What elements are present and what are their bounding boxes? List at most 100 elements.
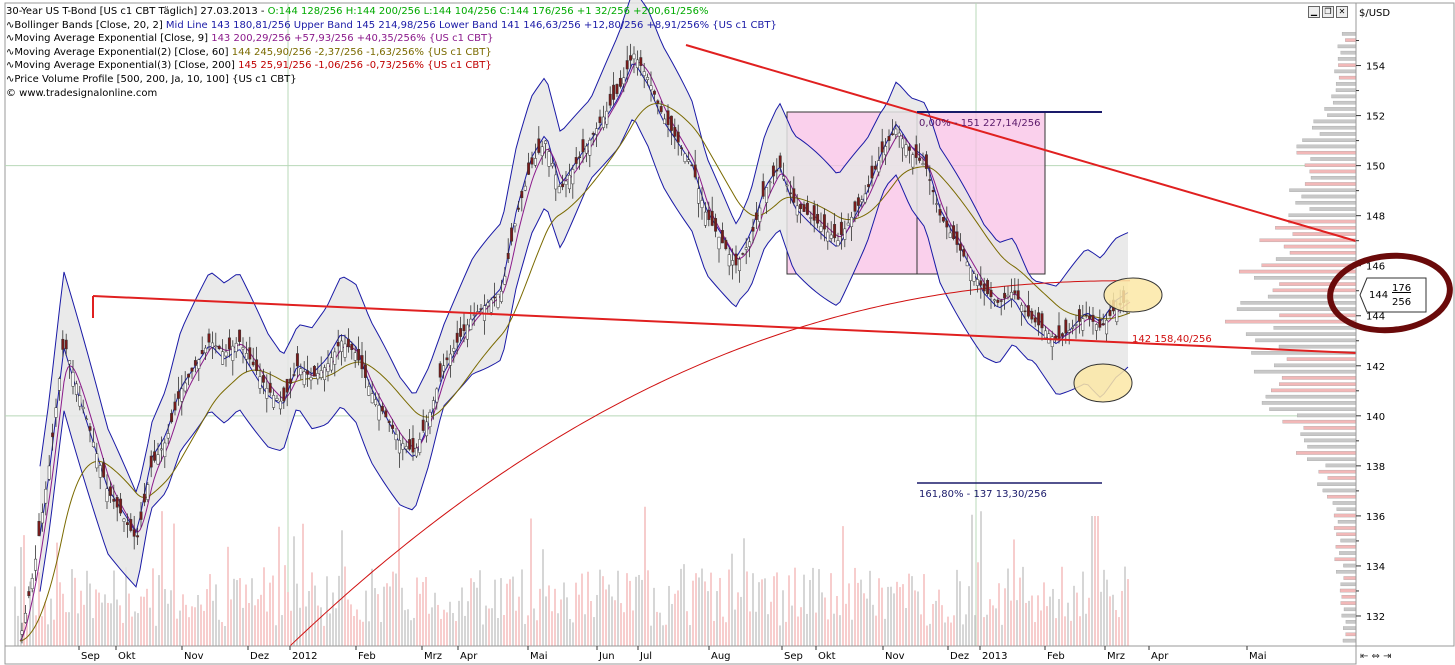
candle-body [455, 332, 459, 343]
candle-body [115, 497, 119, 508]
volume-profile-bar [1259, 238, 1357, 243]
candle-body [625, 60, 629, 70]
candle-body [1040, 313, 1044, 329]
x-tick-label: Okt [818, 651, 836, 662]
candle-body [877, 160, 881, 173]
candle-body [540, 146, 544, 157]
candle-body [1043, 330, 1047, 339]
candle-body [768, 181, 772, 184]
candle-body [588, 140, 592, 156]
candle-body [856, 197, 860, 206]
candle-body [557, 186, 561, 194]
volume-profile-bar [1340, 538, 1357, 543]
legend-ema60[interactable]: ∿Moving Average Exponential(2) [Close, 6… [6, 46, 492, 58]
candle-body [622, 77, 626, 85]
legend-bollinger[interactable]: ∿Bollinger Bands [Close, 20, 2] Mid Line… [6, 19, 777, 31]
candle-body [156, 454, 160, 465]
volume-profile-bar [1340, 601, 1357, 605]
candle-body [129, 519, 133, 531]
candle-body [785, 184, 789, 187]
candle-body [724, 239, 728, 250]
candle-body [816, 214, 820, 224]
x-tick-label: Dez [250, 651, 269, 662]
candle-body [136, 535, 140, 538]
volume-profile-bar [1240, 301, 1357, 305]
candle-body [278, 400, 282, 410]
candle-body [125, 522, 129, 525]
x-tick-label: Mrz [424, 651, 442, 662]
candle-body [707, 209, 711, 220]
bollinger-values: Mid Line 143 180,81/256 Upper Band 145 2… [165, 19, 777, 31]
restore-icon[interactable]: ❐ [1322, 6, 1334, 18]
candle-body [880, 141, 884, 153]
candle-body [350, 344, 354, 350]
y-tick-label: 146 [1366, 262, 1385, 273]
candle-body [965, 261, 969, 267]
candle-body [999, 300, 1003, 302]
candle-body [214, 345, 218, 348]
legend-title-row: 30-Year US T-Bond [US c1 CBT Täglich] 27… [6, 5, 777, 19]
candle-body [554, 174, 558, 190]
candle-body [88, 426, 92, 431]
legend-volume-profile[interactable]: ∿Price Volume Profile [500, 200, Ja, 10,… [6, 73, 297, 85]
candle-body [414, 447, 418, 457]
x-tick-label: Apr [460, 651, 478, 662]
candle-body [227, 337, 231, 350]
candle-body [71, 371, 75, 387]
candle-body [914, 144, 918, 158]
volume-profile-bar [1283, 244, 1357, 249]
candle-body [690, 164, 694, 167]
legend-ema200[interactable]: ∿Moving Average Exponential(3) [Close, 2… [6, 60, 492, 72]
candle-body [1030, 310, 1034, 320]
x-tick-label: Jul [639, 651, 652, 662]
volume-profile-bar [1300, 432, 1357, 436]
candle-body [571, 169, 575, 185]
candle-body [54, 407, 58, 418]
volume-profile-bar [1302, 138, 1357, 142]
candle-body [370, 393, 374, 404]
volume-profile-bar [1345, 620, 1357, 624]
minimize-icon[interactable]: ▁ [1308, 6, 1320, 18]
candle-body [132, 529, 136, 537]
candle-body [1088, 315, 1092, 319]
volume-bars [14, 506, 1129, 646]
candle-body [1013, 290, 1017, 294]
candle-body [231, 345, 235, 361]
volume-profile-bar [1282, 419, 1357, 424]
candle-body [884, 146, 888, 156]
candle-body [703, 211, 707, 226]
volume-profile-bar [1261, 263, 1357, 268]
candle-body [503, 275, 507, 285]
candle-body [911, 154, 915, 168]
hand-drawn-circle [1327, 252, 1453, 334]
candle-body [336, 341, 340, 347]
x-axis-panel [4, 645, 1357, 665]
candle-body [258, 376, 262, 389]
candle-body [748, 241, 752, 247]
candle-body [710, 210, 714, 226]
candle-body [401, 443, 405, 450]
candle-body [863, 193, 867, 203]
volume-profile-bar [1275, 257, 1357, 261]
candle-body [295, 353, 299, 367]
candle-body [1101, 323, 1105, 326]
candle-body [142, 493, 146, 503]
candle-body [506, 252, 510, 259]
candle-body [581, 139, 585, 153]
candle-body [261, 375, 265, 383]
candle-body [873, 165, 877, 170]
volume-profile-bar [1333, 526, 1357, 530]
candle-body [822, 214, 826, 230]
candle-body [1077, 309, 1081, 322]
trendlines [92, 44, 1357, 484]
volume-profile-bar [1341, 613, 1357, 618]
scroll-arrows-icon[interactable]: ⇤ ⇔ ⇥ [1360, 651, 1392, 662]
ema9-line [19, 61, 1131, 642]
legend-ema9[interactable]: ∿Moving Average Exponential [Close, 9] 1… [6, 33, 494, 45]
volume-profile-bar [1313, 119, 1357, 124]
volume-profile-bar [1333, 513, 1357, 518]
volume-profile-bar [1307, 444, 1357, 449]
close-icon[interactable]: ✕ [1336, 6, 1348, 18]
x-tick-label: Aug [711, 651, 731, 662]
volume-profile-bar [1325, 463, 1357, 468]
